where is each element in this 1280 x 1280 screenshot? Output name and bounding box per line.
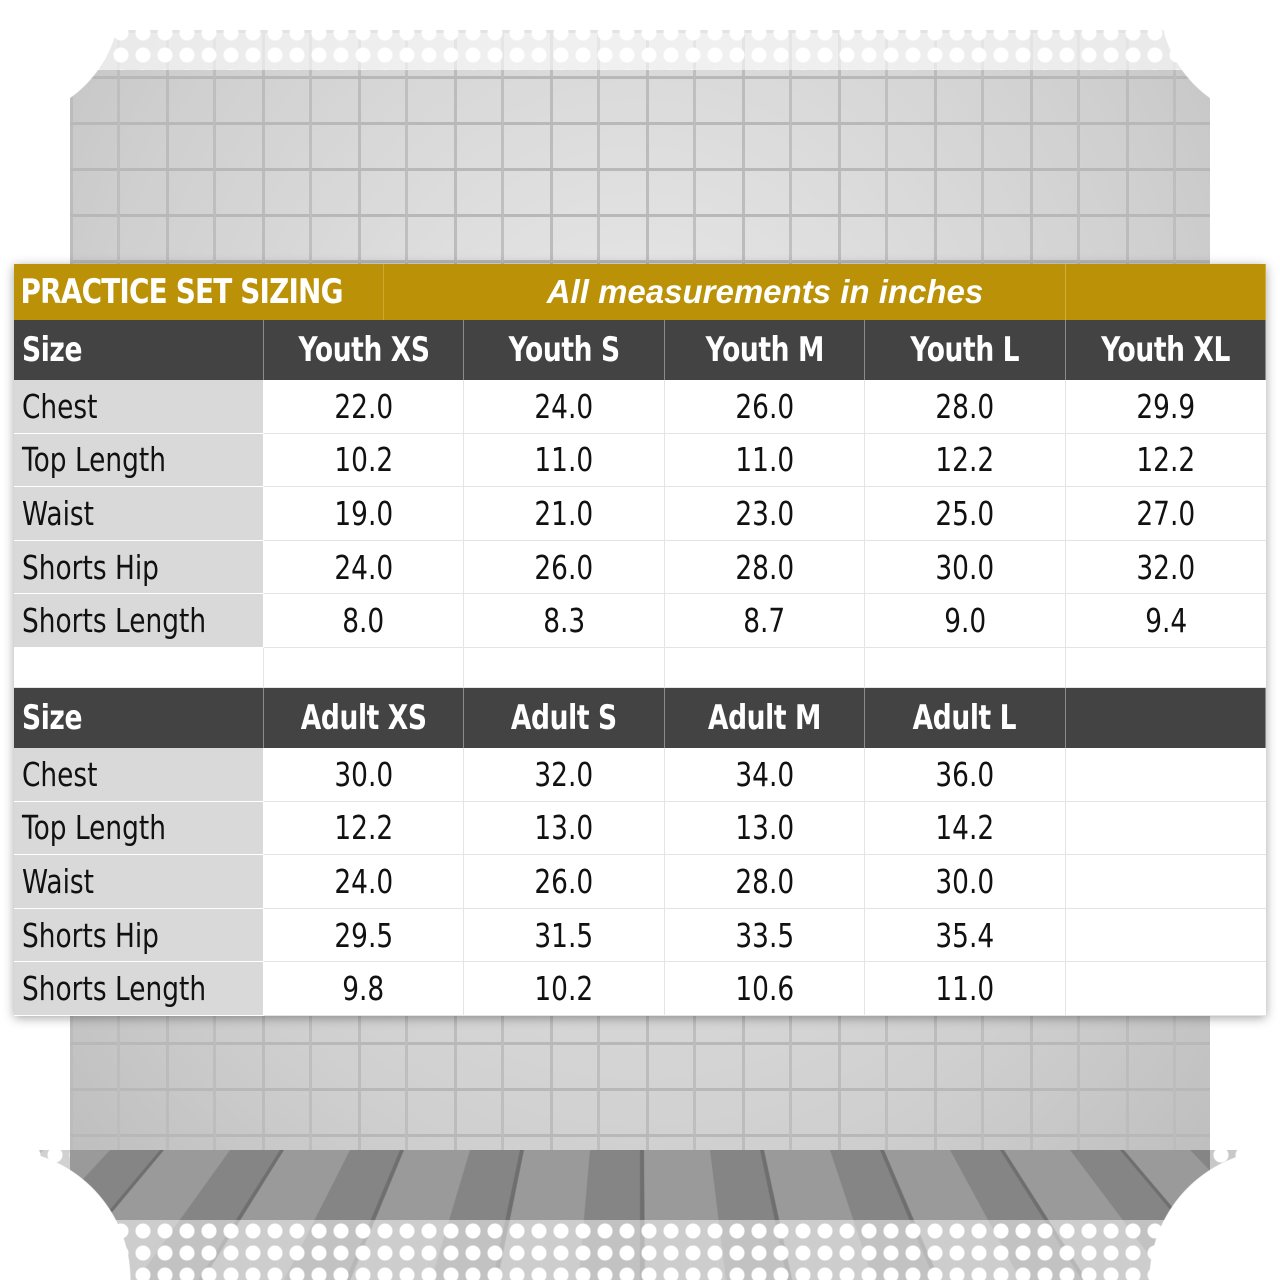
header-cell: Youth M	[665, 320, 866, 380]
row-label: Waist	[14, 855, 264, 909]
table-cell: 28.0	[664, 540, 866, 595]
header-cell: Youth XS	[264, 320, 465, 380]
header-cell: Size	[14, 687, 264, 748]
table-cell: 30.0	[865, 540, 1066, 595]
table-cell: 12.2	[865, 433, 1066, 488]
table-cell: 33.5	[664, 908, 866, 963]
header-cell: Adult S	[464, 687, 665, 748]
table-cell: 11.0	[464, 433, 665, 488]
header-cell	[1066, 687, 1266, 748]
row-label: Top Length	[14, 801, 264, 856]
table-cell	[1065, 909, 1266, 963]
table-cell: 29.5	[264, 908, 465, 963]
row-label: Top Length	[14, 433, 264, 488]
table-cell: 31.5	[464, 908, 665, 963]
spacer-row	[14, 647, 1266, 688]
table-row: Waist 24.0 26.0 28.0 30.0	[14, 855, 1266, 909]
table-cell: 30.0	[865, 855, 1066, 909]
header-cell: Youth L	[865, 320, 1066, 380]
table-cell: 11.0	[865, 962, 1066, 1016]
table-cell: 10.6	[664, 962, 866, 1016]
table-row: Shorts Hip 24.0 26.0 28.0 30.0 32.0	[14, 540, 1266, 595]
spacer-cell	[464, 647, 665, 688]
table-cell: 9.4	[1065, 594, 1266, 648]
table-cell	[1065, 855, 1266, 909]
table-row: Top Length 12.2 13.0 13.0 14.2	[14, 801, 1266, 856]
table-row: Shorts Length 9.8 10.2 10.6 11.0	[14, 962, 1266, 1016]
row-label: Shorts Length	[14, 962, 264, 1016]
table-cell: 12.2	[1065, 434, 1266, 488]
table-row: Shorts Hip 29.5 31.5 33.5 35.4	[14, 908, 1266, 963]
spacer-cell	[1065, 647, 1266, 688]
row-label: Shorts Hip	[14, 540, 264, 595]
table-cell: 23.0	[664, 487, 866, 541]
table-row: Chest 22.0 24.0 26.0 28.0 29.9	[14, 380, 1266, 434]
table-cell: 24.0	[264, 855, 465, 909]
table-cell: 21.0	[464, 487, 665, 541]
table-cell: 8.3	[464, 594, 665, 648]
table-cell: 32.0	[1065, 541, 1266, 595]
table-cell: 28.0	[664, 855, 866, 909]
table-cell: 9.0	[865, 594, 1066, 648]
table-cell: 10.2	[464, 962, 665, 1016]
table-cell: 12.2	[264, 801, 465, 856]
table-cell: 8.7	[664, 594, 866, 648]
table-cell	[1065, 748, 1266, 802]
table-cell: 14.2	[865, 801, 1066, 856]
spacer-cell	[865, 647, 1066, 688]
table-cell	[1065, 802, 1266, 856]
header-cell: Adult M	[665, 687, 866, 748]
table-cell: 13.0	[664, 801, 866, 856]
table-cell: 26.0	[464, 855, 665, 909]
header-cell: Adult XS	[264, 687, 465, 748]
header-cell: Youth S	[464, 320, 665, 380]
table-cell: 34.0	[664, 747, 866, 802]
title-bar: PRACTICE SET SIZING All measurements in …	[14, 264, 1266, 320]
row-label: Chest	[14, 380, 264, 434]
table-cell: 24.0	[464, 380, 665, 434]
row-label: Chest	[14, 747, 264, 802]
table-cell: 26.0	[464, 540, 665, 595]
table-cell: 13.0	[464, 801, 665, 856]
table-cell: 26.0	[664, 380, 866, 434]
chart-subtitle: All measurements in inches	[465, 264, 1066, 320]
adult-header-row: Size Adult XS Adult S Adult M Adult L	[14, 687, 1266, 748]
table-cell: 29.9	[1065, 380, 1266, 434]
sizing-chart: PRACTICE SET SIZING All measurements in …	[14, 264, 1266, 1016]
spacer-cell	[14, 647, 264, 688]
title-bar-empty-cell	[1066, 264, 1266, 320]
table-cell: 25.0	[865, 487, 1066, 541]
table-cell: 28.0	[865, 380, 1066, 434]
table-cell: 27.0	[1065, 487, 1266, 541]
table-cell: 8.0	[264, 594, 465, 648]
table-row: Shorts Length 8.0 8.3 8.7 9.0 9.4	[14, 594, 1266, 648]
chart-title: PRACTICE SET SIZING	[14, 264, 384, 320]
youth-header-row: Size Youth XS Youth S Youth M Youth L Yo…	[14, 320, 1266, 380]
splatter-bottom	[0, 1220, 1280, 1280]
table-cell: 19.0	[264, 487, 465, 541]
header-cell: Adult L	[865, 687, 1066, 748]
table-cell: 36.0	[865, 747, 1066, 802]
table-cell: 11.0	[664, 433, 866, 488]
row-label: Waist	[14, 487, 264, 541]
spacer-cell	[264, 647, 465, 688]
table-row: Waist 19.0 21.0 23.0 25.0 27.0	[14, 487, 1266, 541]
table-cell: 9.8	[264, 962, 465, 1016]
table-cell: 30.0	[264, 747, 465, 802]
table-cell: 35.4	[865, 908, 1066, 963]
table-cell: 10.2	[264, 433, 465, 488]
table-cell: 32.0	[464, 747, 665, 802]
table-row: Top Length 10.2 11.0 11.0 12.2 12.2	[14, 433, 1266, 488]
table-cell	[1065, 962, 1266, 1016]
row-label: Shorts Hip	[14, 908, 264, 963]
header-cell: Youth XL	[1066, 320, 1266, 380]
row-label: Shorts Length	[14, 594, 264, 648]
table-row: Chest 30.0 32.0 34.0 36.0	[14, 747, 1266, 802]
splatter-top	[0, 0, 1280, 70]
table-cell: 22.0	[264, 380, 465, 434]
table-cell: 24.0	[264, 540, 465, 595]
spacer-cell	[664, 647, 866, 688]
header-cell: Size	[14, 320, 264, 380]
